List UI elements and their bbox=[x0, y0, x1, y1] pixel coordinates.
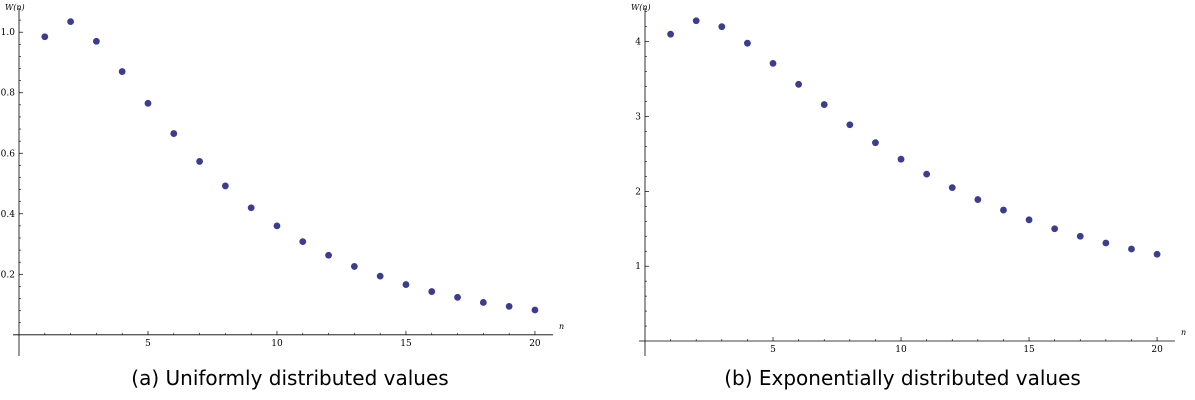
x-tick-label: 20 bbox=[1151, 345, 1163, 355]
caption-uniform: (a) Uniformly distributed values bbox=[131, 366, 449, 390]
data-point bbox=[531, 306, 539, 314]
data-point bbox=[667, 30, 675, 38]
y-tick-label: 3 bbox=[635, 113, 641, 123]
data-point bbox=[67, 18, 74, 26]
data-point bbox=[299, 238, 307, 246]
x-tick-label: 10 bbox=[895, 345, 907, 355]
data-point bbox=[196, 158, 203, 165]
data-point bbox=[1025, 216, 1033, 224]
y-tick-label: 0.6 bbox=[1, 149, 16, 159]
y-tick-label: 1.0 bbox=[1, 28, 16, 38]
y-axis-label: W(n) bbox=[631, 3, 651, 12]
data-point bbox=[402, 281, 410, 288]
data-point bbox=[1128, 245, 1135, 253]
data-point bbox=[692, 17, 700, 25]
data-point bbox=[350, 263, 358, 270]
data-point bbox=[974, 196, 982, 203]
data-point bbox=[454, 293, 461, 301]
x-tick-label: 20 bbox=[529, 339, 541, 349]
data-point bbox=[923, 170, 931, 178]
data-point bbox=[1153, 250, 1161, 258]
data-point bbox=[1076, 232, 1084, 240]
x-tick-label: 15 bbox=[400, 339, 412, 349]
x-axis-label: n bbox=[559, 322, 564, 331]
data-point bbox=[795, 80, 803, 88]
data-point bbox=[376, 272, 384, 280]
scatter-plot-exponential: 5 10 15 20 1 2 3 4 W(n) n bbox=[631, 3, 1186, 356]
data-point bbox=[273, 222, 281, 230]
x-axis-label: n bbox=[1181, 328, 1186, 337]
data-point bbox=[872, 139, 879, 147]
data-point bbox=[846, 121, 854, 129]
data-point bbox=[769, 59, 777, 67]
x-tick-label: 15 bbox=[1023, 345, 1035, 355]
data-point bbox=[820, 101, 828, 108]
y-tick-label: 4 bbox=[635, 38, 641, 48]
chart-panel-exponential: 5 10 15 20 1 2 3 4 W(n) n (b) Exponentially distr… bbox=[610, 0, 1195, 400]
y-tick-label: 0.8 bbox=[1, 89, 16, 99]
x-tick-label: 5 bbox=[145, 339, 151, 349]
scatter-plot-uniform: 5 10 15 20 0.2 0.4 0.6 0.8 1.0 W(n) n bbox=[1, 3, 564, 356]
data-point bbox=[744, 39, 751, 47]
y-tick-label: 0.4 bbox=[1, 210, 16, 220]
y-tick-label: 2 bbox=[635, 187, 641, 197]
data-point bbox=[479, 299, 487, 306]
data-point bbox=[41, 33, 49, 41]
chart-panel-uniform: 5 10 15 20 0.2 0.4 0.6 0.8 1.0 W(n) n (a) Uniforml… bbox=[0, 0, 580, 400]
data-point bbox=[118, 68, 126, 75]
data-point bbox=[221, 182, 229, 190]
data-point bbox=[505, 302, 513, 310]
y-tick-label: 1 bbox=[635, 262, 641, 272]
x-tick-label: 5 bbox=[770, 345, 776, 355]
x-tick-label: 10 bbox=[271, 339, 283, 349]
data-point bbox=[948, 184, 956, 192]
caption-exponential: (b) Exponentially distributed values bbox=[724, 366, 1081, 390]
data-point bbox=[144, 99, 152, 107]
y-tick-label: 0.2 bbox=[1, 270, 15, 280]
data-point bbox=[1102, 239, 1110, 247]
data-point bbox=[247, 204, 255, 212]
data-point bbox=[718, 23, 726, 31]
data-point bbox=[325, 251, 332, 259]
data-point bbox=[170, 130, 178, 137]
data-point bbox=[897, 155, 905, 163]
data-point bbox=[1051, 225, 1059, 233]
data-point bbox=[428, 288, 436, 295]
data-point bbox=[92, 37, 100, 45]
data-point bbox=[1000, 206, 1007, 214]
y-axis-label: W(n) bbox=[5, 3, 25, 12]
